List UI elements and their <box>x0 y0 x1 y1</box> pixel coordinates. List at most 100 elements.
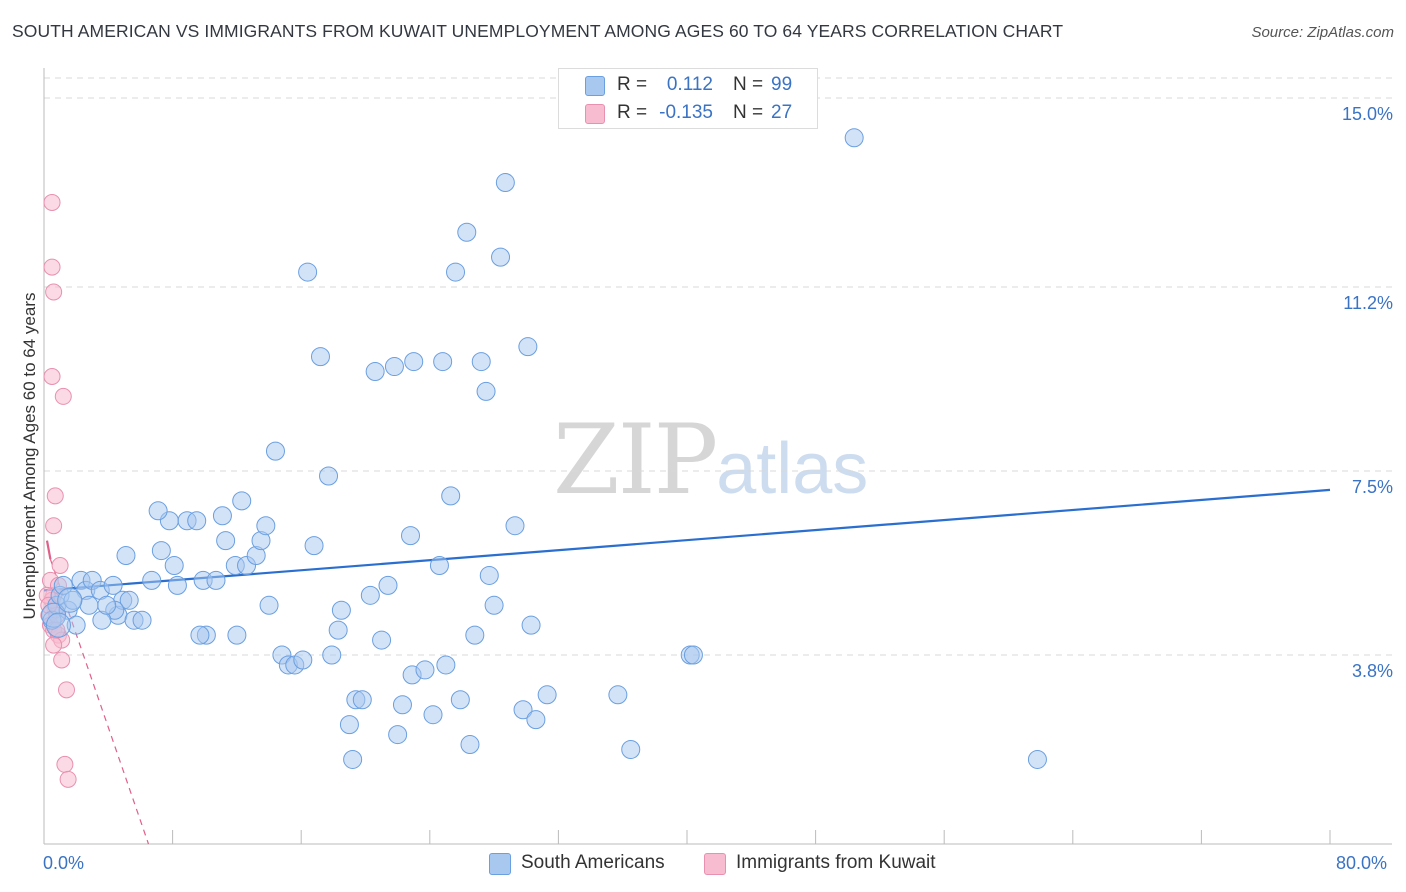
kuwait-point <box>43 368 61 386</box>
legend-row-kuwait: R = -0.135 N = 27 <box>559 102 817 126</box>
south-american-point <box>53 575 73 595</box>
south-american-point <box>537 685 557 705</box>
south-american-point <box>518 337 538 357</box>
south-american-point <box>433 352 453 372</box>
south-american-point <box>103 575 123 595</box>
kuwait-point <box>45 283 63 301</box>
south-american-point <box>844 128 864 148</box>
kuwait-point <box>45 636 63 654</box>
correlation-legend: R = 0.112 N = 99 R = -0.135 N = 27 <box>558 68 818 129</box>
x-tick-label-max: 80.0% <box>1336 853 1388 873</box>
south-american-point <box>167 575 187 595</box>
south-american-point <box>446 262 466 282</box>
south-american-point <box>310 347 330 367</box>
south-american-point <box>232 491 252 511</box>
south-american-point <box>683 645 703 665</box>
south-american-point <box>79 595 99 615</box>
legend-r-value: -0.135 <box>659 102 713 123</box>
legend-n-value: 99 <box>771 74 793 95</box>
south-american-point <box>142 570 162 590</box>
y-tick-label: 3.8% <box>1351 661 1393 681</box>
south-american-point <box>429 555 449 575</box>
legend-r-value: 0.112 <box>666 74 713 95</box>
south-american-point <box>479 565 499 585</box>
south-american-point <box>392 695 412 715</box>
south-american-point <box>360 585 380 605</box>
legend-swatch-blue <box>585 76 605 96</box>
kuwait-point <box>51 556 69 574</box>
south-american-point <box>460 735 480 755</box>
south-american-point <box>384 357 404 377</box>
south-american-point <box>457 222 477 242</box>
legend-n-label: N = <box>733 102 764 123</box>
legend-swatch-pink <box>704 853 726 875</box>
kuwait-point <box>43 193 61 211</box>
south-american-point <box>148 501 168 521</box>
south-american-point <box>116 546 136 566</box>
south-american-point <box>378 575 398 595</box>
south-american-point <box>319 466 339 486</box>
south-american-point <box>471 352 491 372</box>
legend-r-label: R = <box>617 102 648 123</box>
legend-item-south-americans: South Americans <box>489 852 689 876</box>
y-axis-label: Unemployment Among Ages 60 to 64 years <box>20 292 39 620</box>
south-american-point <box>404 352 424 372</box>
south-american-point <box>365 362 385 382</box>
south-american-point <box>45 612 71 638</box>
south-american-point <box>1027 749 1047 769</box>
kuwait-trendline-solid <box>45 540 52 560</box>
south-american-point <box>298 262 318 282</box>
south-american-point <box>216 531 236 551</box>
south-american-point <box>97 595 117 615</box>
south-american-point <box>608 685 628 705</box>
south-american-point <box>521 615 541 635</box>
south-american-point <box>132 610 152 630</box>
south-american-point <box>339 715 359 735</box>
south-american-point <box>293 650 313 670</box>
kuwait-point <box>58 681 76 699</box>
south-american-point <box>343 749 363 769</box>
kuwait-point <box>53 651 71 669</box>
watermark: ZIPatlas <box>553 404 869 516</box>
south-american-point <box>331 600 351 620</box>
kuwait-point <box>59 770 77 788</box>
source-label: Source: ZipAtlas.com <box>1251 24 1394 41</box>
south-american-point <box>352 690 372 710</box>
y-tick-label: 7.5% <box>1351 477 1393 497</box>
south-american-point <box>491 247 511 267</box>
kuwait-point <box>54 387 72 405</box>
kuwait-point <box>43 258 61 276</box>
south-american-point <box>441 486 461 506</box>
south-american-trendline <box>43 488 1331 592</box>
south-american-point <box>256 516 276 536</box>
south-american-point <box>401 526 421 546</box>
south-american-point <box>206 570 226 590</box>
south-american-point <box>505 516 525 536</box>
kuwait-point <box>46 487 64 505</box>
south-american-point <box>476 381 496 401</box>
y-tick-label: 11.2% <box>1343 292 1393 313</box>
legend-label: South Americans <box>521 852 665 873</box>
south-american-point <box>151 541 171 561</box>
legend-n-value: 27 <box>771 102 793 123</box>
legend-row-south-americans: R = 0.112 N = 99 <box>559 74 817 98</box>
south-american-point <box>259 595 279 615</box>
legend-r-label: R = <box>617 74 648 95</box>
x-tick-label-min: 0.0% <box>43 853 85 873</box>
south-american-point <box>66 615 86 635</box>
south-american-point <box>265 441 285 461</box>
y-tick-label: 15.0% <box>1341 104 1393 124</box>
south-american-point <box>304 536 324 556</box>
south-american-point <box>212 506 232 526</box>
south-american-point <box>227 625 247 645</box>
kuwait-point <box>45 517 63 535</box>
south-american-point <box>190 625 210 645</box>
south-american-point <box>621 740 641 760</box>
south-american-point <box>526 710 546 730</box>
south-american-point <box>495 173 515 193</box>
south-american-point <box>423 705 443 725</box>
south-american-point <box>513 700 533 720</box>
south-american-point <box>484 595 504 615</box>
south-american-point <box>328 620 348 640</box>
